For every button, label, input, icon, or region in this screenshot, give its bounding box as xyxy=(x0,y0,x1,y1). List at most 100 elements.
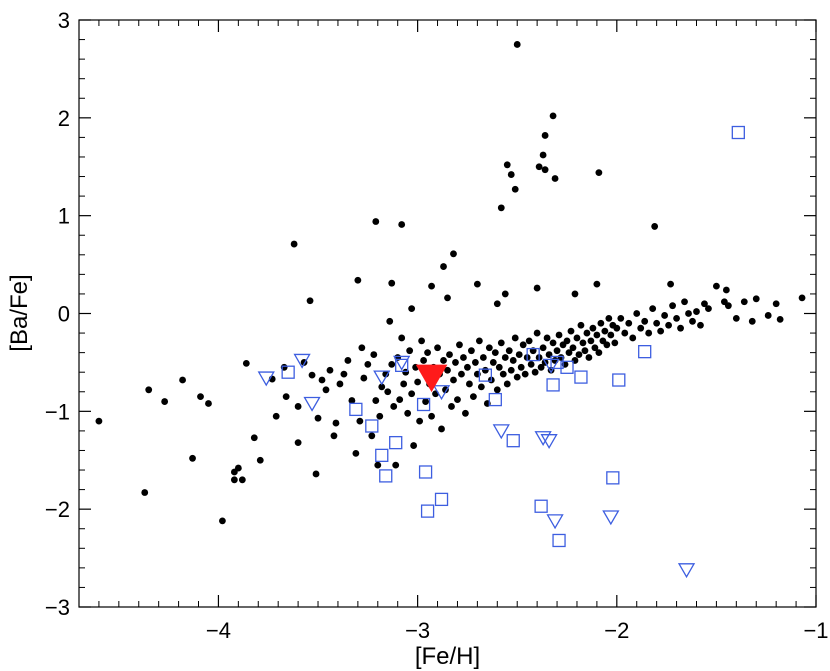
star-dot xyxy=(519,341,527,349)
square-marker xyxy=(365,419,379,433)
square-marker xyxy=(420,504,435,518)
star-dot xyxy=(681,298,688,306)
star-dot xyxy=(764,312,772,319)
star-dot xyxy=(230,476,238,484)
triangle-marker xyxy=(492,424,510,440)
star-dot xyxy=(633,310,641,317)
star-dot xyxy=(444,366,451,374)
star-dot xyxy=(242,359,250,367)
star-dot xyxy=(503,161,511,169)
star-dot xyxy=(374,461,382,469)
star-dot xyxy=(591,344,599,352)
star-dot xyxy=(454,396,461,403)
star-dot xyxy=(573,334,581,342)
triangle-marker xyxy=(540,434,558,449)
star-dot xyxy=(238,476,246,484)
y-tick-label: −3 xyxy=(45,595,70,620)
star-dot xyxy=(219,517,226,525)
star-dot xyxy=(513,373,521,381)
star-dot xyxy=(388,360,396,368)
star-dot xyxy=(533,284,541,292)
star-dot xyxy=(501,354,509,361)
star-dot xyxy=(571,290,579,298)
square-marker xyxy=(526,347,540,362)
square-marker xyxy=(418,465,433,479)
star-dot xyxy=(587,337,595,345)
star-dot xyxy=(294,439,302,447)
star-dot xyxy=(541,166,549,174)
star-dot xyxy=(438,425,445,433)
star-dot xyxy=(481,366,489,374)
star-dot xyxy=(452,359,459,366)
star-dot xyxy=(491,349,499,357)
star-dot xyxy=(701,300,708,308)
square-marker xyxy=(389,435,403,450)
star-dot xyxy=(197,393,204,401)
star-dot xyxy=(469,393,477,401)
star-dot xyxy=(294,403,302,410)
star-dot xyxy=(665,321,672,329)
star-dot xyxy=(398,221,406,228)
star-dot xyxy=(336,380,344,388)
triangle-marker xyxy=(303,396,321,412)
square-marker xyxy=(379,469,393,483)
star-dot xyxy=(649,305,657,313)
star-dot xyxy=(460,354,467,361)
star-dot xyxy=(732,314,740,322)
star-dot xyxy=(410,442,418,449)
star-dot xyxy=(501,290,509,298)
star-dot xyxy=(95,417,103,425)
star-dot xyxy=(607,331,615,339)
square-marker xyxy=(574,370,588,384)
star-dot xyxy=(579,339,587,347)
square-marker xyxy=(552,533,566,548)
triangle-marker xyxy=(293,353,311,369)
star-dot xyxy=(141,489,149,496)
x-axis-label: [Fe/H] xyxy=(415,643,480,670)
square-marker xyxy=(349,402,363,417)
triangle-marker xyxy=(373,370,391,386)
star-dot xyxy=(669,302,676,310)
star-dot xyxy=(661,312,669,319)
star-dot xyxy=(511,334,519,342)
star-dot xyxy=(539,344,547,352)
square-marker xyxy=(606,471,620,485)
square-marker xyxy=(731,125,745,140)
x-tick-label: −3 xyxy=(405,618,430,643)
x-tick-label: −4 xyxy=(206,618,231,643)
star-dot xyxy=(539,151,547,159)
star-dot xyxy=(625,319,633,327)
square-marker xyxy=(612,373,626,387)
star-dot xyxy=(537,363,545,371)
star-dot xyxy=(440,263,447,270)
star-dot xyxy=(611,339,619,347)
star-dot xyxy=(398,334,406,342)
star-dot xyxy=(595,349,603,357)
triangle-marker xyxy=(432,385,451,401)
star-dot xyxy=(653,319,661,327)
star-dot xyxy=(330,432,338,440)
star-dot xyxy=(464,363,471,371)
star-dot xyxy=(234,464,242,472)
star-dot xyxy=(495,363,503,371)
square-marker xyxy=(534,499,548,513)
star-dot xyxy=(372,397,380,404)
star-dot xyxy=(332,419,340,427)
star-dot xyxy=(595,169,603,177)
star-dot xyxy=(505,347,513,355)
square-marker xyxy=(560,360,574,374)
star-dot xyxy=(697,321,704,329)
square-marker xyxy=(395,358,409,373)
triangle-marker xyxy=(542,358,560,374)
star-dot xyxy=(776,315,784,323)
star-dot xyxy=(462,409,469,417)
star-dot xyxy=(772,300,780,308)
star-dot xyxy=(705,305,712,313)
star-dot xyxy=(637,324,645,332)
star-dot xyxy=(390,403,398,410)
star-dot xyxy=(507,366,515,374)
star-dot xyxy=(551,175,559,182)
y-tick-label: 2 xyxy=(58,106,70,131)
star-dot xyxy=(507,171,515,178)
star-dot xyxy=(713,282,720,290)
